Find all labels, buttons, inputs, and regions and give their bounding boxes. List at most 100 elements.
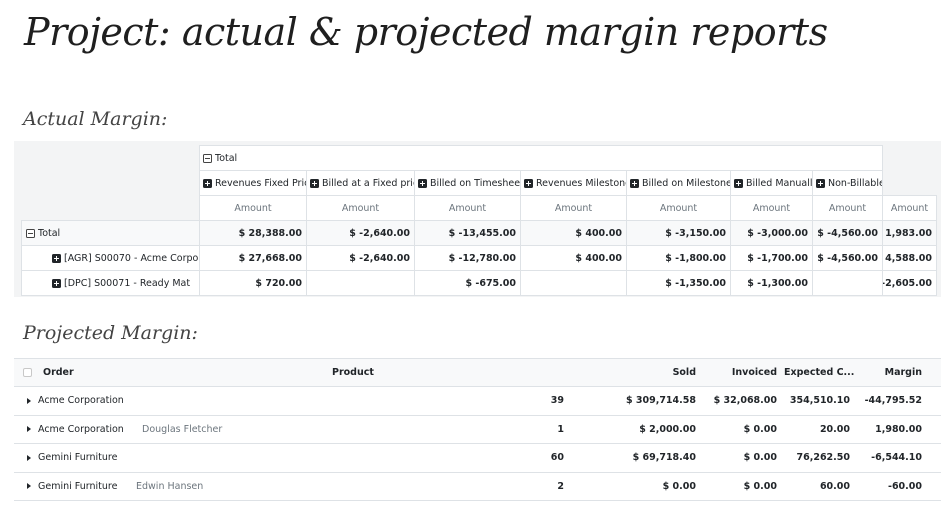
pivot-cell[interactable]: $ -4,560.00 bbox=[812, 220, 883, 246]
pivot-cell[interactable]: $ -1,300.00 bbox=[730, 270, 813, 296]
pivot-cell[interactable]: $ -3,000.00 bbox=[730, 220, 813, 246]
pivot-row-header[interactable]: [AGR] S00070 - Acme Corporation bbox=[21, 245, 200, 271]
group-person: Douglas Fletcher bbox=[142, 423, 223, 435]
collapse-icon bbox=[26, 228, 35, 238]
expand-icon bbox=[816, 178, 825, 188]
pivot-row-header[interactable]: [DPC] S00071 - Ready Mat bbox=[21, 270, 200, 296]
pivot-cell[interactable]: $ 400.00 bbox=[520, 245, 627, 271]
group-order: Acme Corporation bbox=[38, 395, 124, 407]
measure-header[interactable]: Amount bbox=[199, 195, 307, 221]
collapse-icon bbox=[203, 153, 212, 163]
pivot-cell[interactable]: $ -675.00 bbox=[414, 270, 521, 296]
caret-right-icon bbox=[27, 416, 31, 444]
expand-icon bbox=[418, 178, 427, 188]
list-group-row[interactable]: Acme Corporation 39 $ 309,714.58 $ 32,06… bbox=[14, 387, 941, 416]
group-invoiced: $ 0.00 bbox=[743, 480, 777, 492]
pivot-cell[interactable]: $ 27,668.00 bbox=[199, 245, 307, 271]
actual-margin-pivot: Total Revenues Fixed Price Billed at a F… bbox=[14, 141, 941, 297]
measure-header[interactable]: Amount bbox=[414, 195, 521, 221]
projected-margin-list: Order Product Sold Invoiced Expected C..… bbox=[14, 358, 941, 501]
pivot-col-header[interactable]: Billed on Timesheets bbox=[414, 170, 521, 196]
group-margin: 1,980.00 bbox=[875, 423, 922, 435]
pivot-cell[interactable]: $ -1,800.00 bbox=[626, 245, 731, 271]
pivot-cell[interactable]: $ -4,560.00 bbox=[812, 245, 883, 271]
pivot-col-header[interactable]: Non-Billable bbox=[812, 170, 883, 196]
pivot-cell[interactable]: $ -13,455.00 bbox=[414, 220, 521, 246]
group-margin: -44,795.52 bbox=[864, 395, 922, 407]
group-order: Gemini Furniture bbox=[38, 480, 118, 492]
col-header-invoiced[interactable]: Invoiced bbox=[731, 367, 777, 378]
page-title: Project: actual & projected margin repor… bbox=[24, 10, 828, 54]
group-invoiced: $ 0.00 bbox=[743, 452, 777, 464]
col-header-order[interactable]: Order bbox=[43, 367, 74, 378]
measure-header[interactable]: Amount bbox=[730, 195, 813, 221]
pivot-cell[interactable] bbox=[520, 270, 627, 296]
pivot-cell[interactable]: $ -1,700.00 bbox=[730, 245, 813, 271]
expand-icon bbox=[734, 178, 743, 188]
title-highlight: Project: bbox=[24, 10, 171, 54]
pivot-cell[interactable]: $ -12,780.00 bbox=[414, 245, 521, 271]
pivot-col-header[interactable]: Billed at a Fixed price bbox=[306, 170, 415, 196]
pivot-cell[interactable]: $ -3,150.00 bbox=[626, 220, 731, 246]
pivot-col-total-header[interactable]: Total bbox=[199, 145, 883, 171]
group-sold: $ 309,714.58 bbox=[625, 395, 696, 407]
col-header-expected[interactable]: Expected C... bbox=[784, 367, 855, 378]
pivot-col-header[interactable]: Billed Manually bbox=[730, 170, 813, 196]
group-sold: $ 0.00 bbox=[662, 480, 696, 492]
list-group-row[interactable]: Gemini Furniture 60 $ 69,718.40 $ 0.00 7… bbox=[14, 444, 941, 473]
projected-margin-title: Projected Margin: bbox=[23, 322, 198, 344]
caret-right-icon bbox=[27, 444, 31, 472]
list-group-row[interactable]: Gemini Furniture Edwin Hansen 2 $ 0.00 $… bbox=[14, 473, 941, 501]
group-count: 1 bbox=[557, 423, 564, 435]
caret-right-icon bbox=[27, 473, 31, 501]
measure-header[interactable]: Amount bbox=[812, 195, 883, 221]
group-expected: 60.00 bbox=[819, 480, 850, 492]
pivot-col-header[interactable]: Revenues Milestones bbox=[520, 170, 627, 196]
list-header-row: Order Product Sold Invoiced Expected C..… bbox=[14, 358, 941, 387]
group-expected: 354,510.10 bbox=[789, 395, 850, 407]
select-all-checkbox[interactable] bbox=[23, 359, 32, 386]
expand-icon bbox=[203, 178, 212, 188]
group-count: 60 bbox=[550, 452, 564, 464]
group-sold: $ 69,718.40 bbox=[632, 452, 696, 464]
pivot-col-header[interactable]: Billed on Milestones bbox=[626, 170, 731, 196]
group-count: 2 bbox=[557, 480, 564, 492]
group-margin: -60.00 bbox=[888, 480, 922, 492]
expand-icon bbox=[52, 278, 61, 288]
pivot-cell-total[interactable]: $ 1,983.00 bbox=[882, 220, 937, 246]
group-invoiced: $ 0.00 bbox=[743, 423, 777, 435]
pivot-cell[interactable]: $ -2,640.00 bbox=[306, 245, 415, 271]
expand-icon bbox=[310, 178, 319, 188]
pivot-col-header[interactable]: Revenues Fixed Price bbox=[199, 170, 307, 196]
group-person: Edwin Hansen bbox=[136, 480, 204, 492]
list-group-row[interactable]: Acme Corporation Douglas Fletcher 1 $ 2,… bbox=[14, 416, 941, 444]
col-header-sold[interactable]: Sold bbox=[672, 367, 696, 378]
col-header-margin[interactable]: Margin bbox=[884, 367, 922, 378]
pivot-cell[interactable] bbox=[306, 270, 415, 296]
pivot-cell[interactable] bbox=[812, 270, 883, 296]
pivot-cell-total[interactable]: $ -2,605.00 bbox=[882, 270, 937, 296]
group-expected: 76,262.50 bbox=[796, 452, 851, 464]
pivot-row-header-total[interactable]: Total bbox=[21, 220, 200, 246]
expand-icon bbox=[630, 178, 639, 188]
title-rest: actual & projected margin reports bbox=[170, 10, 828, 54]
pivot-cell[interactable]: $ -2,640.00 bbox=[306, 220, 415, 246]
pivot-cell[interactable]: $ 400.00 bbox=[520, 220, 627, 246]
group-sold: $ 2,000.00 bbox=[639, 423, 696, 435]
col-header-product[interactable]: Product bbox=[332, 367, 374, 378]
group-invoiced: $ 32,068.00 bbox=[713, 395, 777, 407]
pivot-cell[interactable]: $ 28,388.00 bbox=[199, 220, 307, 246]
pivot-cell[interactable]: $ 720.00 bbox=[199, 270, 307, 296]
expand-icon bbox=[52, 253, 61, 263]
measure-header[interactable]: Amount bbox=[626, 195, 731, 221]
group-order: Gemini Furniture bbox=[38, 452, 118, 464]
actual-margin-title: Actual Margin: bbox=[23, 108, 168, 130]
measure-header-total[interactable]: Amount bbox=[882, 195, 937, 221]
measure-header[interactable]: Amount bbox=[306, 195, 415, 221]
group-count: 39 bbox=[550, 395, 564, 407]
pivot-cell[interactable]: $ -1,350.00 bbox=[626, 270, 731, 296]
expand-icon bbox=[524, 178, 533, 188]
group-expected: 20.00 bbox=[819, 423, 850, 435]
pivot-cell-total[interactable]: $ 4,588.00 bbox=[882, 245, 937, 271]
measure-header[interactable]: Amount bbox=[520, 195, 627, 221]
